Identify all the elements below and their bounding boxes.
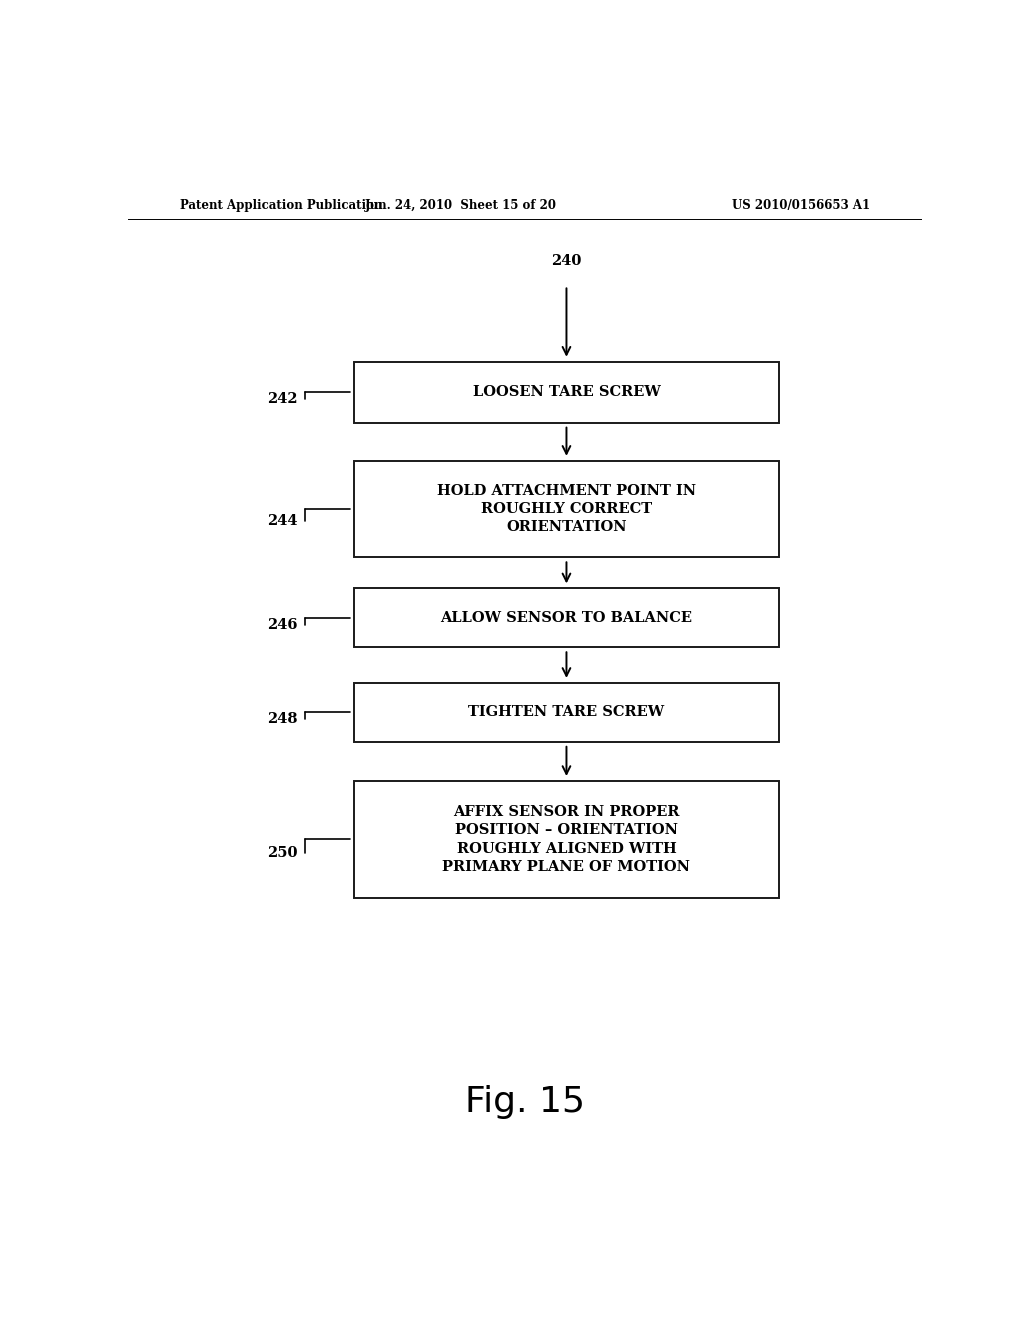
Text: Patent Application Publication: Patent Application Publication	[179, 198, 382, 211]
Text: ALLOW SENSOR TO BALANCE: ALLOW SENSOR TO BALANCE	[440, 611, 692, 624]
Text: 248: 248	[267, 713, 297, 726]
Bar	[354, 362, 778, 422]
Text: 244: 244	[267, 513, 297, 528]
Text: AFFIX SENSOR IN PROPER
POSITION – ORIENTATION
ROUGHLY ALIGNED WITH
PRIMARY PLANE: AFFIX SENSOR IN PROPER POSITION – ORIENT…	[442, 805, 690, 874]
Text: HOLD ATTACHMENT POINT IN
ROUGHLY CORRECT
ORIENTATION: HOLD ATTACHMENT POINT IN ROUGHLY CORRECT…	[437, 483, 696, 535]
Text: Fig. 15: Fig. 15	[465, 1085, 585, 1118]
Bar	[354, 781, 778, 898]
Text: 250: 250	[267, 846, 297, 861]
Text: TIGHTEN TARE SCREW: TIGHTEN TARE SCREW	[468, 705, 665, 719]
Text: Jun. 24, 2010  Sheet 15 of 20: Jun. 24, 2010 Sheet 15 of 20	[366, 198, 557, 211]
Bar	[354, 682, 778, 742]
Text: 242: 242	[267, 392, 298, 407]
Text: 246: 246	[267, 618, 297, 632]
Bar	[354, 589, 778, 647]
Bar	[354, 461, 778, 557]
Text: LOOSEN TARE SCREW: LOOSEN TARE SCREW	[473, 385, 660, 399]
Text: 240: 240	[551, 255, 582, 268]
Text: US 2010/0156653 A1: US 2010/0156653 A1	[732, 198, 870, 211]
